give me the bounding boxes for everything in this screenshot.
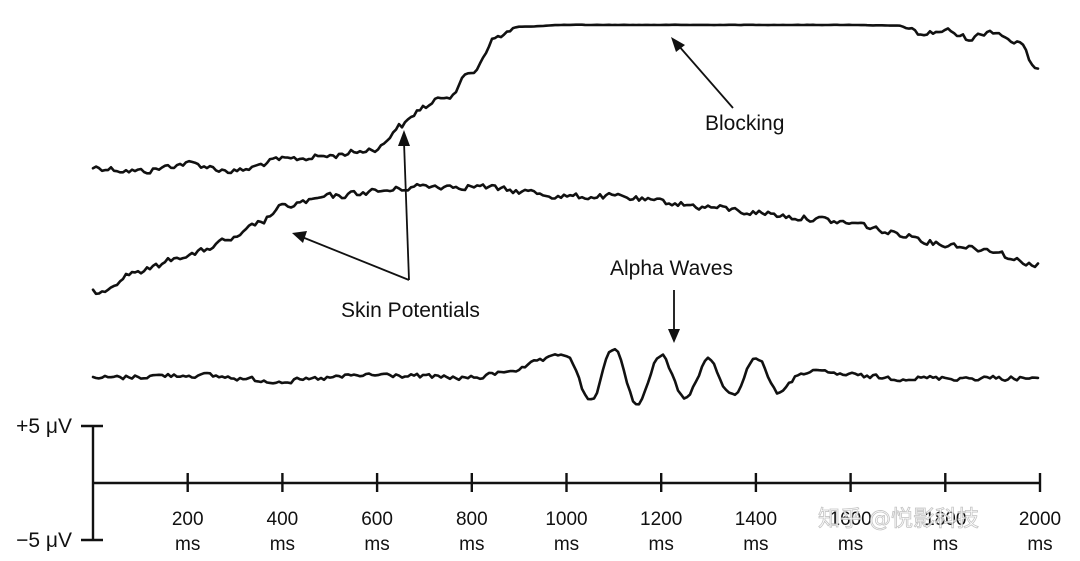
watermark-text: 知乎 @悦影科技 xyxy=(818,507,979,532)
annotations: Blocking Skin Potentials Alpha Waves xyxy=(292,37,784,343)
skin-potential-arrow-2-line xyxy=(403,141,410,281)
x-tick-unit-1400: ms xyxy=(743,534,768,555)
trace-middle xyxy=(91,182,1040,296)
x-tick-unit-2000: ms xyxy=(1027,534,1052,555)
x-tick-unit-1800: ms xyxy=(933,534,958,555)
x-tick-label-800: 800 xyxy=(456,509,488,530)
x-tick-label-200: 200 xyxy=(172,509,204,530)
traces xyxy=(91,23,1040,406)
x-tick-label-600: 600 xyxy=(361,509,393,530)
x-tick-label-1800: 1800 xyxy=(924,509,966,530)
skin-potentials-label: Skin Potentials xyxy=(341,299,480,322)
x-tick-unit-1600: ms xyxy=(838,534,863,555)
x-tick-unit-400: ms xyxy=(270,534,295,555)
skin-potential-arrow-1-line xyxy=(301,236,410,281)
trace-bottom xyxy=(91,347,1040,406)
x-tick-label-1400: 1400 xyxy=(735,509,777,530)
x-tick-label-1200: 1200 xyxy=(640,509,682,530)
alpha-waves-label: Alpha Waves xyxy=(610,257,733,280)
x-ticks: 200 ms 400 ms 600 ms 800 ms 1000 ms 1200 ms 1400 ms 16… xyxy=(172,473,1061,555)
x-tick-label-1000: 1000 xyxy=(545,509,587,530)
x-tick-label-2000: 2000 xyxy=(1019,509,1061,530)
x-tick-unit-200: ms xyxy=(175,534,200,555)
scale-bar-upper-label: +5 μV xyxy=(16,415,72,438)
x-tick-label-400: 400 xyxy=(267,509,299,530)
x-tick-unit-1000: ms xyxy=(554,534,579,555)
blocking-arrow-line xyxy=(677,44,734,109)
x-tick-label-1600: 1600 xyxy=(829,509,871,530)
blocking-label: Blocking xyxy=(705,112,784,135)
blocking-arrow-head xyxy=(671,37,685,52)
x-tick-unit-1200: ms xyxy=(649,534,674,555)
skin-potential-arrow-2-head xyxy=(398,130,410,146)
skin-potential-arrow-1-head xyxy=(292,231,307,243)
x-tick-unit-800: ms xyxy=(459,534,484,555)
x-tick-unit-600: ms xyxy=(364,534,389,555)
alpha-waves-arrow-head xyxy=(668,329,680,343)
trace-top xyxy=(91,23,1040,175)
scale-bar-lower-label: −5 μV xyxy=(16,529,72,552)
